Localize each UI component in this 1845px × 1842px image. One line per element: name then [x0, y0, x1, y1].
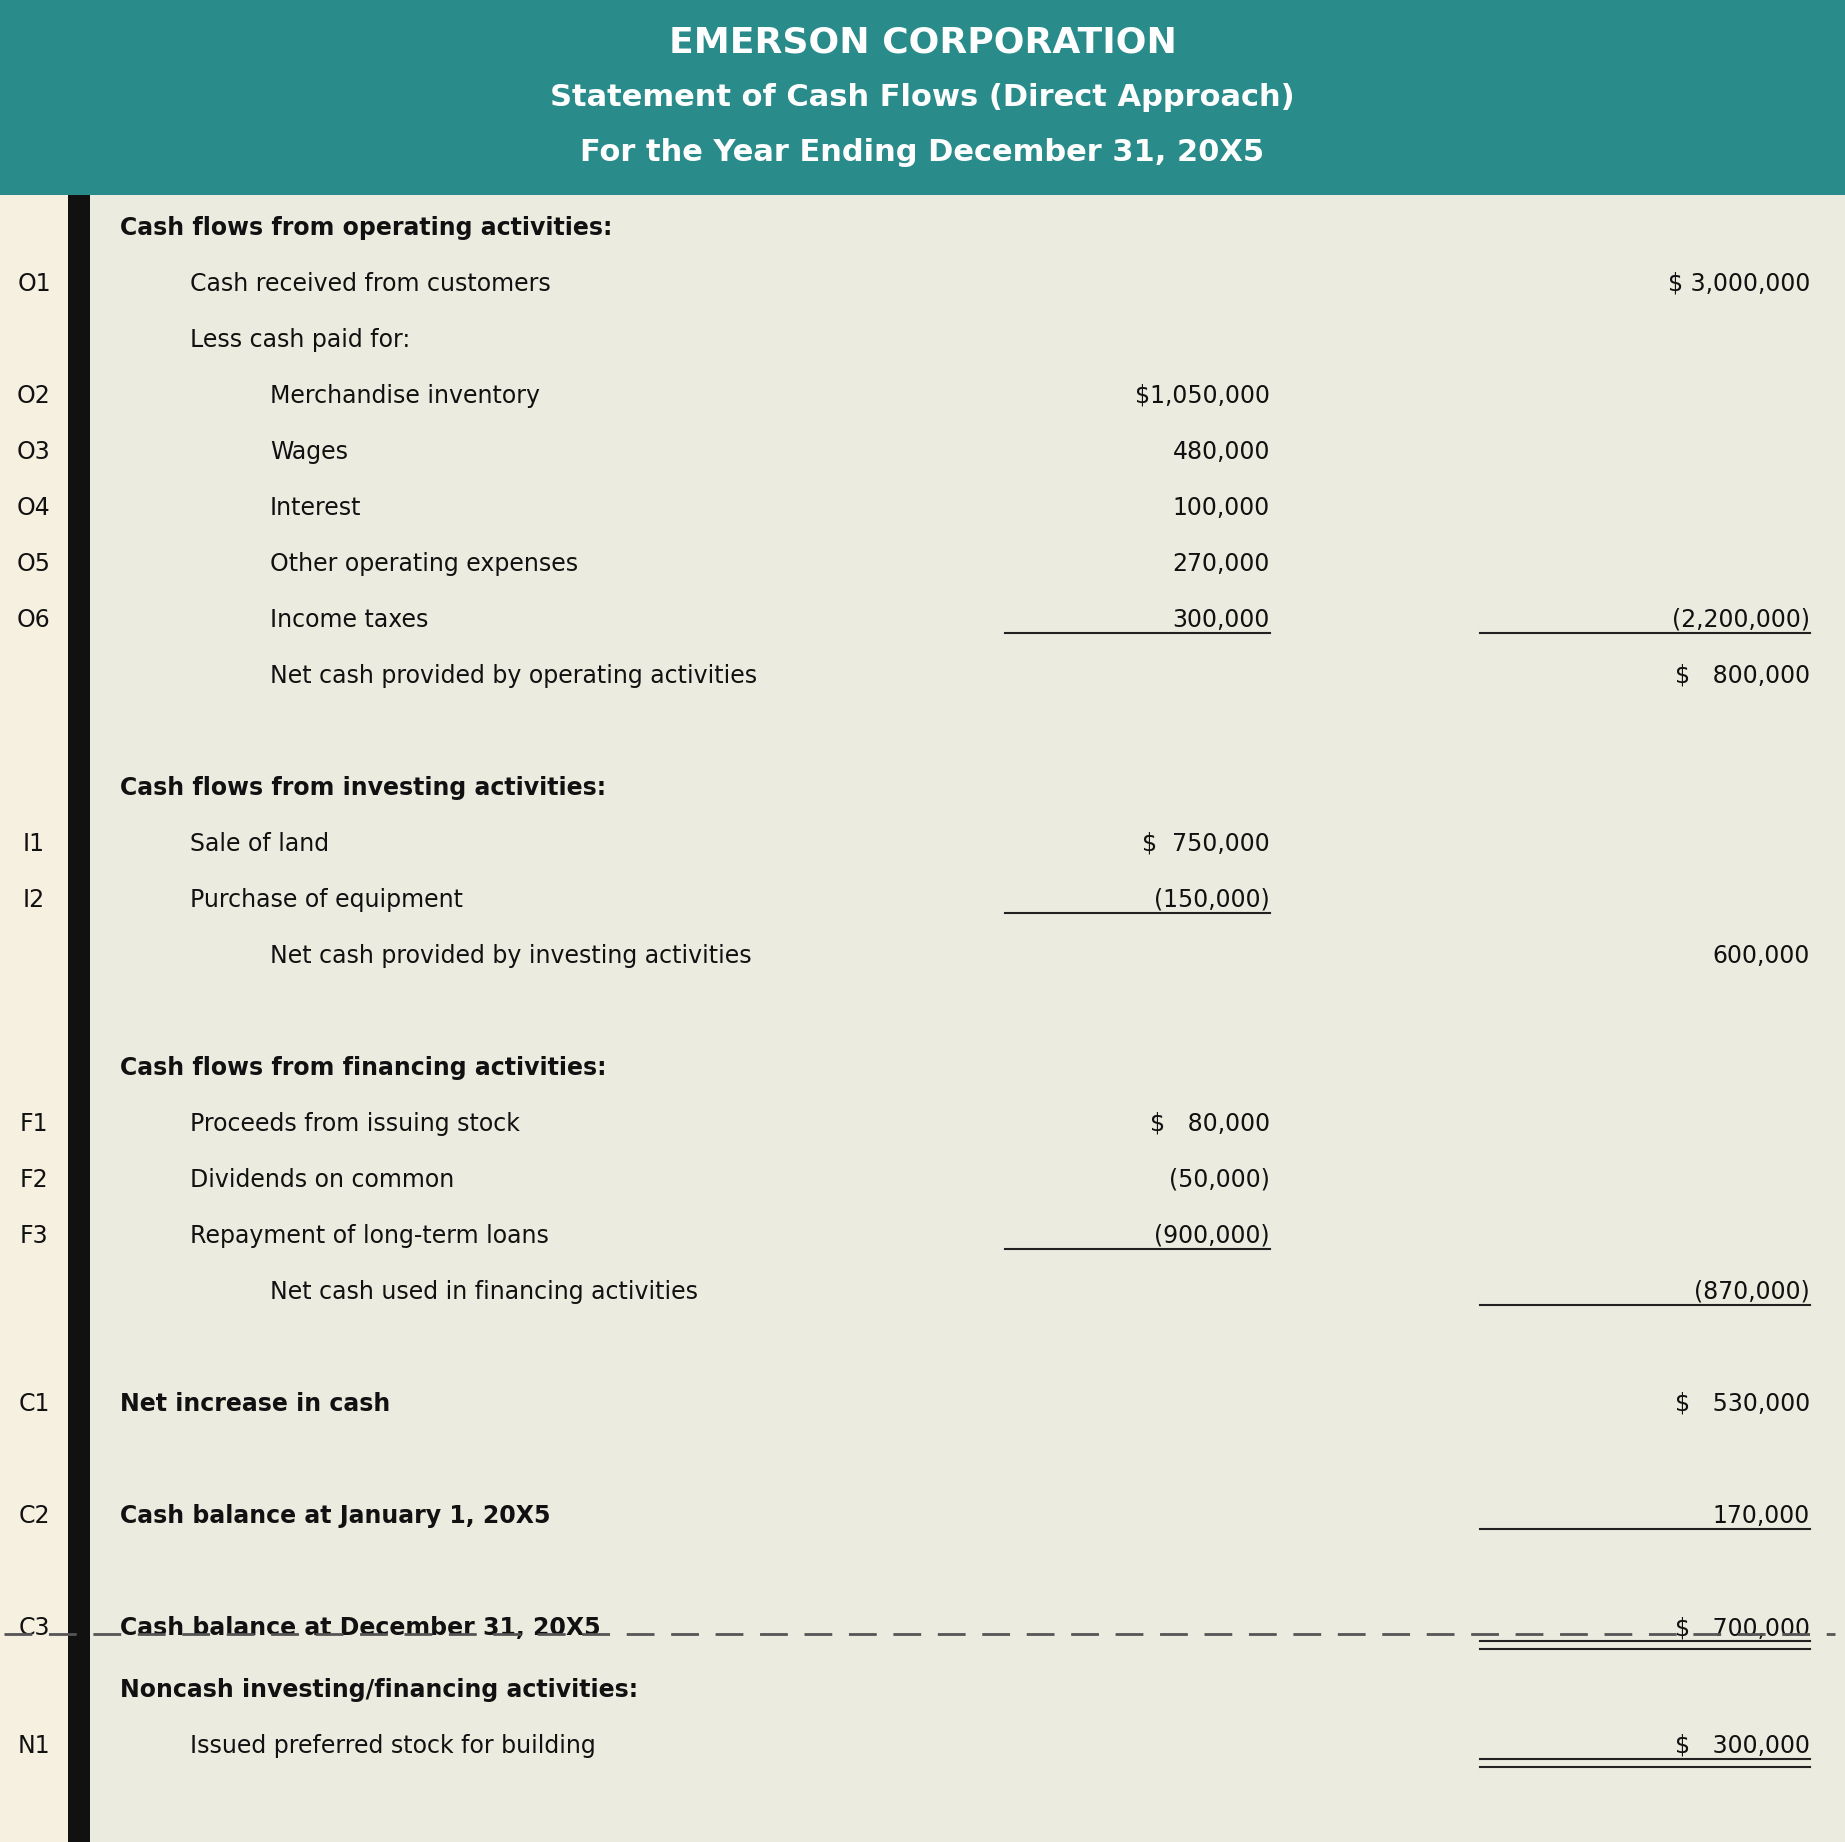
Text: Cash flows from financing activities:: Cash flows from financing activities:: [120, 1055, 607, 1079]
Text: O1: O1: [17, 273, 52, 297]
Text: Noncash investing/financing activities:: Noncash investing/financing activities:: [120, 1678, 638, 1702]
Text: Proceeds from issuing stock: Proceeds from issuing stock: [190, 1113, 520, 1137]
Text: $   800,000: $ 800,000: [1675, 663, 1810, 689]
Text: Cash balance at December 31, 20X5: Cash balance at December 31, 20X5: [120, 1615, 601, 1639]
Text: Less cash paid for:: Less cash paid for:: [190, 328, 410, 352]
Text: Issued preferred stock for building: Issued preferred stock for building: [190, 1733, 596, 1757]
Text: N1: N1: [18, 1733, 50, 1757]
Text: 600,000: 600,000: [1712, 943, 1810, 969]
Bar: [0, 195, 68, 1842]
Text: F1: F1: [20, 1113, 48, 1137]
Text: F2: F2: [20, 1168, 48, 1192]
Text: Wages: Wages: [269, 440, 349, 464]
Bar: [68, 195, 90, 1842]
Text: Net cash used in financing activities: Net cash used in financing activities: [269, 1280, 697, 1304]
Text: Cash balance at January 1, 20X5: Cash balance at January 1, 20X5: [120, 1505, 550, 1529]
Text: Interest: Interest: [269, 495, 362, 519]
Text: C2: C2: [18, 1505, 50, 1529]
Text: Other operating expenses: Other operating expenses: [269, 553, 577, 577]
Bar: [90, 195, 1845, 1842]
Text: I1: I1: [22, 833, 44, 857]
Text: Cash flows from investing activities:: Cash flows from investing activities:: [120, 775, 607, 799]
Text: Sale of land: Sale of land: [190, 833, 328, 857]
Text: Cash flows from operating activities:: Cash flows from operating activities:: [120, 216, 613, 239]
Text: C3: C3: [18, 1615, 50, 1639]
Text: Cash received from customers: Cash received from customers: [190, 273, 552, 297]
Text: Net cash provided by investing activities: Net cash provided by investing activitie…: [269, 943, 751, 969]
Text: Income taxes: Income taxes: [269, 608, 428, 632]
Text: EMERSON CORPORATION: EMERSON CORPORATION: [668, 26, 1177, 61]
Text: 300,000: 300,000: [1173, 608, 1269, 632]
Text: Purchase of equipment: Purchase of equipment: [190, 888, 463, 912]
Text: Dividends on common: Dividends on common: [190, 1168, 454, 1192]
Text: 170,000: 170,000: [1712, 1505, 1810, 1529]
Text: $1,050,000: $1,050,000: [1135, 383, 1269, 407]
Text: Repayment of long-term loans: Repayment of long-term loans: [190, 1223, 548, 1249]
Text: $ 3,000,000: $ 3,000,000: [1668, 273, 1810, 297]
Text: $   300,000: $ 300,000: [1675, 1733, 1810, 1757]
Text: Merchandise inventory: Merchandise inventory: [269, 383, 541, 407]
Text: I2: I2: [22, 888, 44, 912]
Text: C1: C1: [18, 1393, 50, 1416]
Text: F3: F3: [20, 1223, 48, 1249]
Text: 270,000: 270,000: [1173, 553, 1269, 577]
Bar: [0, 195, 1845, 197]
Text: $   80,000: $ 80,000: [1149, 1113, 1269, 1137]
Text: O4: O4: [17, 495, 52, 519]
Text: (2,200,000): (2,200,000): [1672, 608, 1810, 632]
Text: $   700,000: $ 700,000: [1675, 1615, 1810, 1639]
Text: For the Year Ending December 31, 20X5: For the Year Ending December 31, 20X5: [581, 138, 1264, 166]
Text: Statement of Cash Flows (Direct Approach): Statement of Cash Flows (Direct Approach…: [550, 83, 1295, 112]
Text: (870,000): (870,000): [1694, 1280, 1810, 1304]
Bar: [0, 0, 1845, 195]
Text: O6: O6: [17, 608, 52, 632]
Text: 480,000: 480,000: [1173, 440, 1269, 464]
Text: (900,000): (900,000): [1155, 1223, 1269, 1249]
Text: (50,000): (50,000): [1170, 1168, 1269, 1192]
Text: Net cash provided by operating activities: Net cash provided by operating activitie…: [269, 663, 756, 689]
Text: (150,000): (150,000): [1155, 888, 1269, 912]
Text: $   530,000: $ 530,000: [1675, 1393, 1810, 1416]
Text: O3: O3: [17, 440, 52, 464]
Text: O5: O5: [17, 553, 52, 577]
Text: Net increase in cash: Net increase in cash: [120, 1393, 391, 1416]
Text: O2: O2: [17, 383, 52, 407]
Text: 100,000: 100,000: [1173, 495, 1269, 519]
Text: $  750,000: $ 750,000: [1142, 833, 1269, 857]
